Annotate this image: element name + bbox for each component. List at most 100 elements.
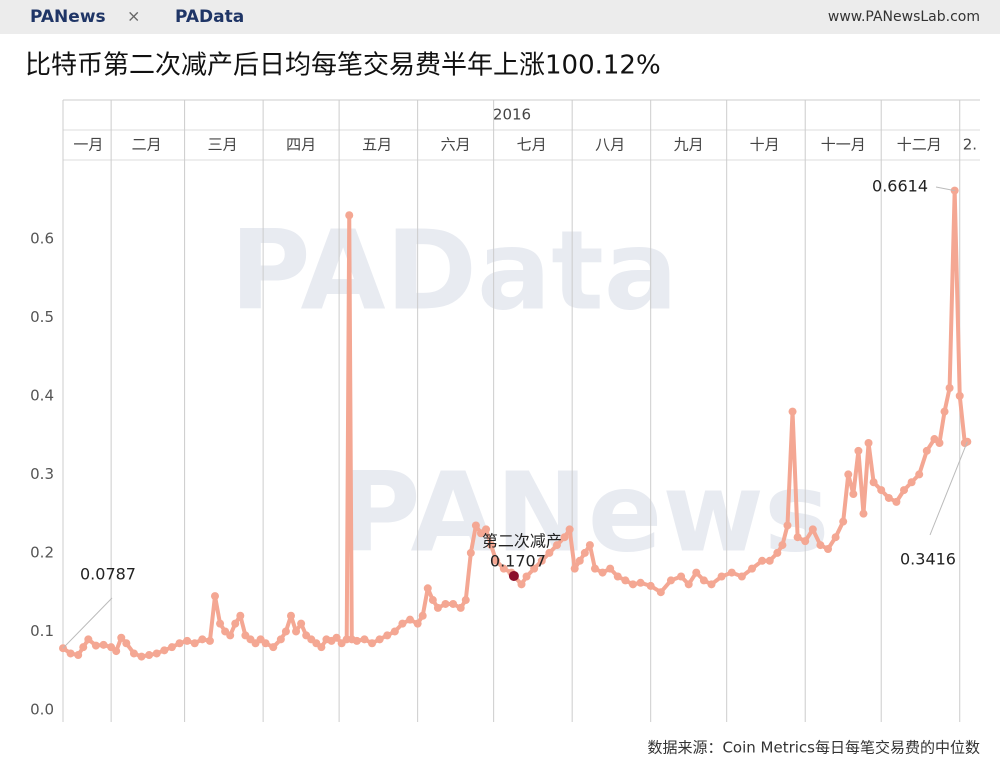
data-point (955, 391, 964, 400)
data-point (864, 438, 873, 447)
y-tick-label: 0.3 (30, 465, 54, 483)
data-point (297, 619, 306, 628)
data-point (286, 611, 295, 620)
data-point (492, 556, 501, 565)
data-point (226, 631, 235, 640)
data-point (352, 636, 361, 645)
data-point (613, 572, 622, 581)
data-label: 0.0787 (80, 565, 136, 584)
data-point (368, 639, 377, 648)
data-point (844, 470, 853, 479)
data-point (261, 639, 270, 648)
header-bar (0, 0, 1000, 34)
header-url: www.PANewsLab.com (828, 9, 980, 25)
data-point (628, 580, 637, 589)
data-point (935, 438, 944, 447)
data-point (99, 640, 108, 649)
x-tick-label: 十一月 (821, 136, 866, 154)
x-tick-label: 三月 (208, 136, 238, 154)
data-point (398, 619, 407, 628)
data-point (205, 636, 214, 645)
data-point (517, 580, 526, 589)
data-point (269, 643, 278, 652)
data-point (907, 478, 916, 487)
data-point (940, 407, 949, 416)
data-point (522, 572, 531, 581)
data-point (585, 541, 594, 550)
data-point (816, 541, 825, 550)
data-point (580, 548, 589, 557)
x-tick-label: 九月 (674, 136, 704, 154)
data-point (91, 641, 100, 650)
data-point (839, 517, 848, 526)
data-point (332, 633, 341, 642)
data-point (231, 619, 240, 628)
data-point (175, 639, 184, 648)
x-tick-label: 十月 (750, 136, 780, 154)
footer-source: 数据来源：Coin Metrics每日每笔交易费的中位数 (647, 739, 980, 757)
data-point (717, 572, 726, 581)
data-label: 0.1707 (490, 551, 546, 570)
leader-line (62, 597, 113, 649)
data-point (383, 631, 392, 640)
data-point (530, 564, 539, 573)
x-tick-label: 二月 (132, 136, 162, 154)
data-point (456, 603, 465, 612)
y-tick-label: 0.0 (30, 701, 54, 719)
chart-title: 比特币第二次减产后日均每笔交易费半年上涨100.12% (25, 51, 661, 81)
x-tick-label: 八月 (595, 136, 625, 154)
data-point (406, 615, 415, 624)
data-point (152, 649, 161, 658)
data-point (621, 576, 630, 585)
data-point (570, 564, 579, 573)
data-point (783, 521, 792, 530)
data-point (375, 635, 384, 644)
data-point (892, 497, 901, 506)
data-point (190, 639, 199, 648)
x-tick-label: 七月 (517, 136, 547, 154)
data-point (345, 211, 354, 220)
logo-separator: × (127, 7, 140, 26)
data-point (560, 533, 569, 542)
data-point (292, 627, 301, 636)
data-point (360, 635, 369, 644)
data-point (466, 548, 475, 557)
data-point (788, 407, 797, 416)
data-point (66, 649, 75, 658)
data-point (824, 545, 833, 554)
data-point (145, 651, 154, 660)
data-label: 0.3416 (900, 550, 956, 569)
data-point (210, 592, 219, 601)
data-point (692, 568, 701, 577)
data-point (449, 599, 458, 608)
data-point (565, 525, 574, 534)
data-point (831, 533, 840, 542)
x-tick-label: 一月 (73, 136, 103, 154)
data-point (537, 556, 546, 565)
data-point (727, 568, 736, 577)
logo-padata: PAData (175, 7, 244, 27)
x-tick-label: 十二月 (897, 136, 942, 154)
data-point (79, 643, 88, 652)
data-point (317, 643, 326, 652)
data-point (129, 649, 138, 658)
data-point (276, 635, 285, 644)
year-label: 2016 (493, 106, 531, 124)
leader-line (929, 441, 968, 536)
data-point (699, 576, 708, 585)
data-point (471, 521, 480, 530)
data-point (748, 564, 757, 573)
data-point (236, 611, 245, 620)
data-point (418, 611, 427, 620)
data-point (737, 572, 746, 581)
data-point (423, 584, 432, 593)
annotation: 第二次减产 (482, 531, 562, 550)
data-point (636, 578, 645, 587)
data-point (84, 635, 93, 644)
data-point (482, 525, 491, 534)
data-point (900, 486, 909, 495)
data-point (198, 635, 207, 644)
data-point (216, 619, 225, 628)
data-point (160, 646, 169, 655)
